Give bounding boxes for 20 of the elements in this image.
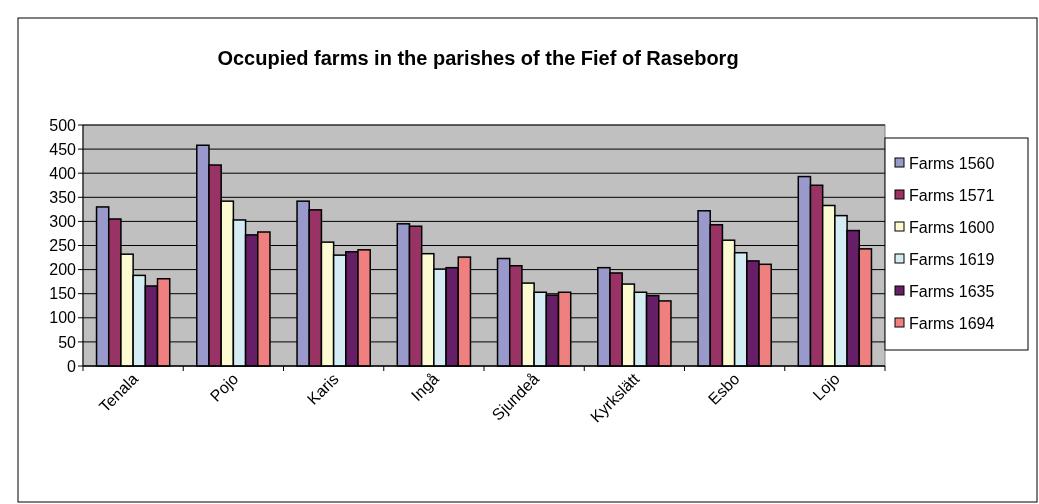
- y-tick-label: 200: [49, 261, 77, 279]
- legend-label: Farms 1600: [909, 218, 995, 236]
- y-tick-label: 0: [67, 357, 77, 375]
- x-tick-label: Pojo: [206, 370, 242, 405]
- legend-label: Farms 1619: [909, 250, 995, 268]
- y-tick-label: 450: [49, 140, 77, 158]
- y-tick-label: 400: [49, 164, 77, 182]
- legend-label: Farms 1560: [909, 154, 995, 172]
- y-tick-label: 250: [49, 237, 77, 255]
- legend-label: Farms 1694: [909, 314, 995, 332]
- y-tick-label: 300: [49, 213, 77, 230]
- y-tick-label: 350: [49, 188, 77, 206]
- y-tick-label: 100: [49, 309, 77, 327]
- legend-label: Farms 1635: [909, 282, 995, 300]
- x-tick-label: Lojo: [809, 370, 844, 404]
- legend-label: Farms 1571: [909, 186, 995, 204]
- y-tick-label: 500: [49, 116, 77, 134]
- y-tick-label: 50: [58, 333, 77, 351]
- y-tick-label: 150: [49, 285, 77, 303]
- chart-title: Occupied farms in the parishes of the Fief of Raseborg: [217, 47, 739, 69]
